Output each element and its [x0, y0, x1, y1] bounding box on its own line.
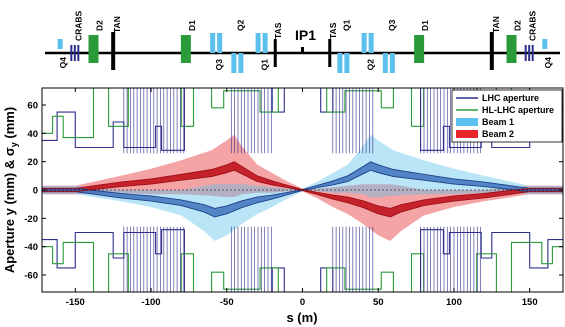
crab-cavity-bar	[531, 45, 534, 61]
beam2-core-upper-edge	[42, 161, 563, 209]
y-axis-title: Aperture y (mm) & σy (mm)	[2, 107, 19, 273]
element-label: Q3	[387, 19, 397, 31]
quadrupole-block	[368, 33, 374, 53]
beam2-core	[42, 161, 563, 217]
element-label: CRABS	[528, 10, 538, 41]
crab-cavity-bar	[73, 45, 76, 61]
legend: LHC aperture HL-LHC aperture Beam 1 Beam 2	[451, 89, 563, 143]
ip-label: IP1	[295, 27, 316, 43]
y-tick-label: -20	[24, 214, 38, 225]
y-tick-label: 60	[27, 101, 38, 112]
x-tick-label: 100	[446, 297, 462, 308]
x-tick-label: -150	[66, 297, 85, 308]
y-tick-label: -40	[24, 242, 38, 253]
element-label: Q2	[366, 59, 376, 71]
ip-marker	[301, 47, 304, 53]
x-axis-ticks: -150 -100 -50 0 50 100 150	[66, 88, 538, 308]
y-tick-label: 0	[33, 186, 38, 197]
magnet-block	[88, 35, 99, 63]
legend-entry-label: Beam 2	[482, 129, 514, 139]
element-label: CRABS	[73, 10, 83, 41]
quadrupole-block	[255, 33, 261, 53]
magnet-block	[273, 39, 277, 67]
crab-cavity-bar	[70, 45, 73, 61]
element-label: Q2	[235, 19, 245, 31]
element-label: D1	[420, 20, 430, 31]
crab-cavity-bar	[524, 45, 527, 61]
y-tick-label: 20	[27, 157, 38, 168]
element-label: D2	[94, 20, 104, 31]
magnet-block	[57, 39, 63, 49]
magnet-block	[506, 35, 517, 63]
quadrupole-block	[382, 53, 388, 73]
magnet-block	[328, 39, 332, 67]
magnet-block	[180, 35, 191, 63]
element-label: TAN	[112, 16, 122, 33]
y-axis-ticks: -60 -40 -20 0 20 40 60	[24, 101, 563, 282]
magnet-block	[542, 39, 548, 49]
lhc-aperture-corrugation	[230, 88, 272, 292]
x-tick-label: 150	[522, 297, 538, 308]
legend-entry-label: LHC aperture	[482, 93, 539, 103]
element-label: Q1	[260, 59, 270, 71]
quadrupole-block	[210, 33, 216, 53]
magnet-block	[111, 32, 116, 70]
y-axis-title-unit: (mm)	[2, 107, 17, 142]
element-label: D2	[513, 20, 523, 31]
crab-cavity-bar	[528, 45, 531, 61]
quadrupole-block	[361, 33, 367, 53]
magnet-block	[414, 35, 425, 63]
hl-lhc-aperture-lower	[42, 241, 563, 292]
x-axis-title: s (m)	[286, 310, 317, 325]
legend-swatch-patch	[456, 130, 478, 138]
quadrupole-block	[337, 53, 343, 73]
beam2-envelope	[42, 134, 563, 241]
beam1-envelope	[42, 134, 563, 241]
x-tick-label: -50	[220, 297, 234, 308]
element-label: TAS	[273, 22, 283, 39]
legend-entry-label: Beam 1	[482, 117, 514, 127]
element-label: Q1	[341, 19, 351, 31]
y-axis-title-subscript: y	[9, 142, 19, 147]
x-tick-label: 50	[373, 297, 384, 308]
quadrupole-block	[262, 33, 268, 53]
element-label: TAS	[328, 22, 338, 39]
quadrupole-block	[344, 53, 350, 73]
beam1-core	[42, 161, 563, 217]
y-axis-title-main: Aperture y (mm) & σ	[2, 147, 17, 273]
magnet-block	[489, 32, 494, 70]
element-label: Q4	[58, 57, 68, 69]
quadrupole-block	[238, 53, 244, 73]
lhc-aperture-corrugation	[420, 88, 481, 292]
x-tick-label: 0	[300, 297, 305, 308]
legend-entry-label: HL-LHC aperture	[482, 105, 554, 115]
beam2-core-lower-edge	[42, 169, 563, 218]
y-tick-label: 40	[27, 129, 38, 140]
crab-cavity-bar	[77, 45, 80, 61]
lhc-aperture-corrugation	[123, 88, 185, 292]
plot-area: -150 -100 -50 0 50 100 150 -60 -40 -20 0 20 40 60 LH…	[24, 87, 564, 308]
lhc-aperture-corrugation	[332, 88, 374, 292]
element-label: Q4	[543, 57, 553, 69]
x-tick-label: -100	[142, 297, 161, 308]
y-tick-label: -60	[24, 271, 38, 282]
lhc-aperture-lower	[42, 229, 563, 292]
quadrupole-block	[231, 53, 237, 73]
element-label: D1	[187, 20, 197, 31]
legend-swatch-patch	[456, 118, 478, 126]
element-label: Q3	[214, 59, 224, 71]
element-label: TAN	[491, 16, 501, 33]
quadrupole-block	[389, 53, 395, 73]
quadrupole-block	[217, 33, 223, 53]
